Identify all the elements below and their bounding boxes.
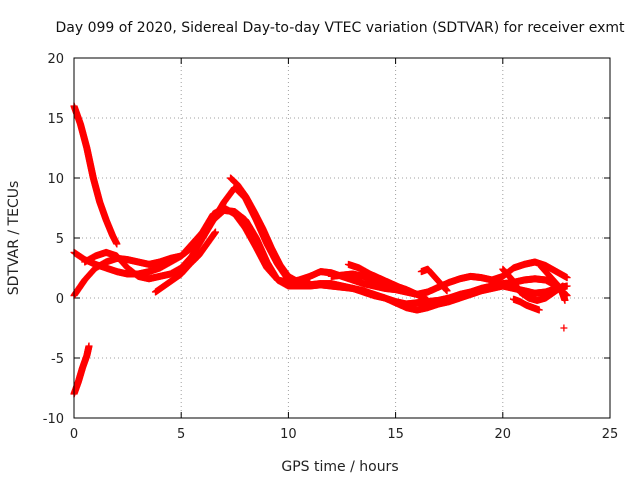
series-track-a: [70, 102, 121, 248]
y-tick-label: 10: [47, 172, 64, 187]
x-tick-label: 5: [177, 427, 185, 442]
x-tick-label: 10: [280, 427, 297, 442]
chart-title: Day 099 of 2020, Sidereal Day-to-day VTE…: [56, 20, 626, 36]
y-axis-label: SDTVAR / TECUs: [6, 181, 22, 296]
x-tick-label: 15: [387, 427, 404, 442]
data-points: [70, 102, 571, 398]
x-tick-label: 20: [495, 427, 512, 442]
series-track-b: [70, 342, 93, 398]
grid: [74, 58, 610, 418]
y-tick-label: 15: [47, 112, 64, 127]
x-tick-label: 25: [602, 427, 619, 442]
y-tick-label: 5: [56, 232, 64, 247]
data-point: [113, 240, 121, 248]
y-tick-label: 0: [56, 292, 64, 307]
x-axis-label: GPS time / hours: [281, 459, 398, 475]
data-point: [85, 342, 93, 350]
y-tick-label: -10: [43, 412, 64, 427]
x-tick-label: 0: [70, 427, 78, 442]
y-tick-label: -5: [51, 352, 64, 367]
y-tick-label: 20: [47, 52, 64, 67]
